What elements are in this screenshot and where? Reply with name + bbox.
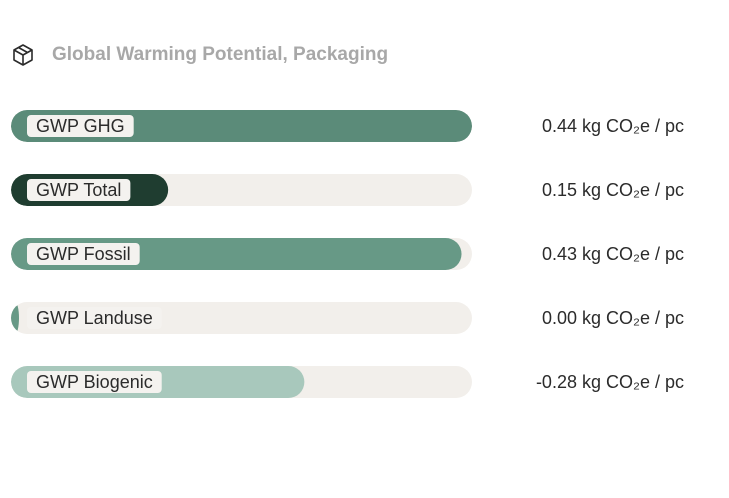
bar-row: GWP Fossil 0.43 kg CO₂e / pc: [11, 238, 684, 270]
value-label: 0.44 kg CO₂e / pc: [542, 116, 684, 136]
category-label: GWP Total: [36, 180, 121, 200]
bar-row: GWP Total 0.15 kg CO₂e / pc: [11, 174, 684, 206]
label-pill: [27, 371, 162, 393]
bar: [11, 302, 19, 334]
category-label: GWP GHG: [36, 116, 125, 136]
chart-title: Global Warming Potential, Packaging: [52, 44, 388, 65]
value-label: 0.00 kg CO₂e / pc: [542, 308, 684, 328]
category-label: GWP Landuse: [36, 308, 153, 328]
value-label: 0.15 kg CO₂e / pc: [542, 180, 684, 200]
bar-row: GWP GHG 0.44 kg CO₂e / pc: [11, 110, 684, 142]
package-icon: [13, 44, 33, 66]
label-pill: [27, 307, 162, 329]
label-pill: [27, 243, 140, 265]
value-label: 0.43 kg CO₂e / pc: [542, 244, 684, 264]
label-pill: [27, 179, 131, 201]
bar-row: GWP Landuse 0.00 kg CO₂e / pc: [11, 302, 684, 334]
label-pill: [27, 115, 134, 137]
bar-row: GWP Biogenic -0.28 kg CO₂e / pc: [11, 366, 684, 398]
category-label: GWP Biogenic: [36, 372, 153, 392]
value-label: -0.28 kg CO₂e / pc: [536, 372, 684, 392]
category-label: GWP Fossil: [36, 244, 131, 264]
